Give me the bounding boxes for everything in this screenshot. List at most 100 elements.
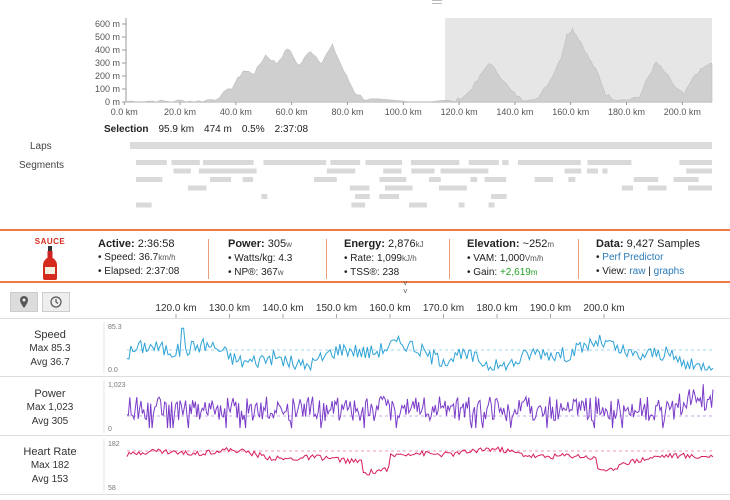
perf-predictor-link[interactable]: Perf Predictor (602, 252, 664, 263)
resize-handle[interactable] (432, 0, 442, 4)
sauce-bottle-icon (43, 246, 57, 280)
x-tick-label: 120.0 km (441, 107, 478, 117)
segment-bar (440, 168, 489, 174)
elevation-chart[interactable]: 600 m 500 m 400 m 300 m 200 m 100 m 0 m 0.0 km 2… (0, 0, 730, 230)
energy-value: 2,876 (388, 238, 416, 250)
elevation-label: Elevation: (467, 238, 520, 250)
x-tick-label: 100.0 km (385, 107, 422, 117)
stream-max: Max 1,023 (26, 402, 74, 413)
segment-bar (379, 194, 400, 199)
collapse-chevron-icon[interactable]: ˅ ˅ (403, 279, 408, 296)
power-value: 305 (267, 238, 287, 250)
segment-bar (198, 168, 257, 174)
stats-power: Power: 305w • Watts/kg: 4.3 • NP®: 367w (228, 238, 293, 278)
graphs-link[interactable]: graphs (653, 266, 685, 277)
divider (578, 239, 579, 279)
power-stream-label: Power Max 1,023 Avg 305 (0, 387, 100, 429)
np-label: NP®: (234, 267, 259, 278)
heart-rate-stream-label: Heart Rate Max 182 Avg 153 (0, 445, 100, 487)
raw-link[interactable]: raw (629, 266, 646, 277)
stream-top-tick: 1,023 (108, 382, 126, 389)
timeline-toolbar (10, 292, 70, 314)
segment-bar (314, 177, 337, 182)
sauce-logo-text: SAUCE (34, 237, 66, 246)
rate-value: 1,099 (376, 253, 402, 264)
segment-bar (136, 177, 163, 182)
elapsed-value: 2:37:08 (145, 266, 180, 277)
segment-bar (379, 177, 407, 182)
clock-icon (50, 296, 62, 308)
segment-bar (355, 194, 370, 199)
segment-bar (173, 168, 191, 174)
segment-bar (242, 177, 254, 182)
segment-bar (203, 160, 254, 165)
stream-max: Max 85.3 (29, 343, 71, 354)
timeline-x-tick-label: 160.0 km (369, 303, 410, 314)
segment-bar (429, 177, 441, 182)
speed-label: Speed: (104, 252, 136, 263)
laps-label: Laps (30, 141, 52, 152)
segment-bar (263, 160, 327, 165)
energy-unit: kJ (415, 240, 424, 249)
stream-line (126, 446, 714, 476)
segment-bar (411, 168, 435, 174)
y-tick-label: 200 m (95, 71, 120, 81)
segment-bar (468, 160, 499, 165)
x-tick-label: 40.0 km (220, 107, 252, 117)
rate-unit: kJ/h (402, 254, 417, 263)
x-tick-label: 180.0 km (608, 107, 645, 117)
speed-unit: km/h (158, 253, 176, 262)
selection-grade: 0.5% (241, 124, 265, 135)
timeline-x-tick-label: 200.0 km (583, 303, 624, 314)
vam-value: 1,000 (499, 253, 525, 264)
stats-elevation: Elevation: ~252m • VAM: 1,000Vm/h • Gain… (467, 238, 555, 278)
speed-stream-label: Speed Max 85.3 Avg 36.7 (0, 328, 100, 370)
x-tick-label: 0.0 km (111, 107, 138, 117)
rate-label: Rate: (350, 253, 375, 264)
segment-bar (673, 177, 699, 182)
stream-top-tick: 182 (108, 441, 120, 448)
segment-bar (484, 177, 507, 182)
selection-distance: 95.9 km (158, 124, 195, 135)
segment-bar (351, 202, 366, 208)
segment-bar (330, 160, 361, 165)
selection-elevation: 474 m (204, 124, 232, 135)
segment-bar (188, 185, 207, 191)
segment-bar (491, 194, 507, 199)
elevation-profile (125, 27, 713, 103)
stream-title: Power (34, 388, 66, 400)
stream-bottom-tick: 0.0 (108, 367, 118, 374)
segment-bar (564, 168, 582, 174)
active-label: Active: (98, 238, 135, 250)
segment-bar (365, 160, 403, 165)
segment-bar (587, 160, 632, 165)
time-button[interactable] (42, 292, 70, 312)
x-tick-label: 160.0 km (552, 107, 589, 117)
np-unit: w (277, 268, 284, 277)
timeline-x-tick-label: 180.0 km (476, 303, 517, 314)
timeline-x-tick-label: 150.0 km (316, 303, 357, 314)
segment-bar (136, 160, 167, 165)
segment-bar (383, 168, 402, 174)
segment-bar (210, 177, 232, 182)
stream-line (126, 384, 714, 429)
active-value: 2:36:58 (137, 238, 175, 250)
wkg-label: Watts/kg: (234, 253, 276, 264)
elevation-chart-svg[interactable]: 600 m 500 m 400 m 300 m 200 m 100 m 0 m0.0 km 2… (0, 0, 730, 230)
gain-label: Gain: (473, 267, 498, 278)
segment-bar (409, 202, 427, 208)
timeline-x-tick-label: 120.0 km (155, 303, 196, 314)
map-pin-button[interactable] (10, 292, 38, 312)
stream-title: Speed (34, 329, 66, 341)
gain-unit: m (530, 268, 538, 277)
segment-bar (568, 177, 576, 182)
segment-bar (349, 185, 370, 191)
stream-bottom-tick: 0 (108, 426, 112, 433)
stream-line (126, 327, 714, 372)
data-label: Data: (596, 238, 624, 250)
vam-label: VAM: (473, 253, 497, 264)
gain-value: +2,619 (499, 267, 531, 278)
segment-bar (384, 185, 413, 191)
sauce-logo: SAUCE (30, 237, 70, 283)
